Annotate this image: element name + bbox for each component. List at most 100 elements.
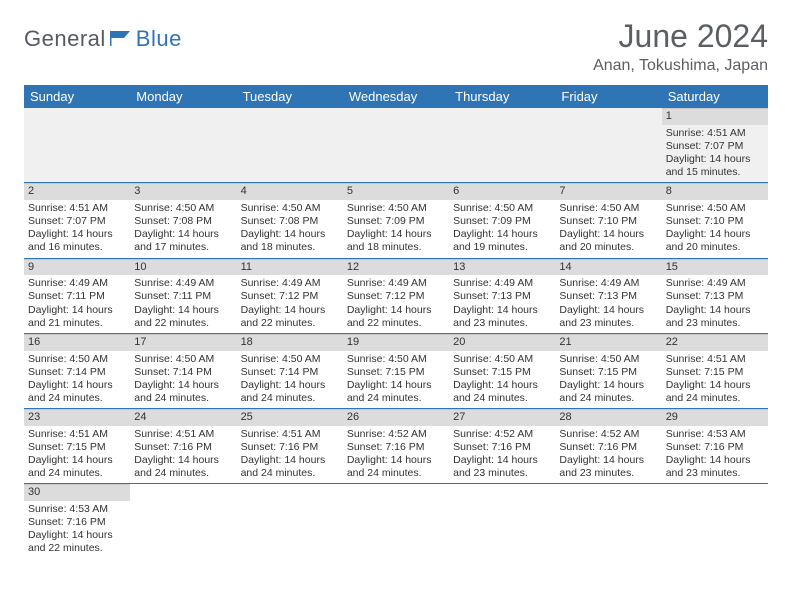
sunset-text: Sunset: 7:15 PM bbox=[453, 366, 551, 379]
sunset-text: Sunset: 7:13 PM bbox=[453, 290, 551, 303]
sunset-text: Sunset: 7:16 PM bbox=[559, 441, 657, 454]
daylight-text: Daylight: 14 hours and 20 minutes. bbox=[559, 228, 657, 254]
calendar-day-cell: 4Sunrise: 4:50 AMSunset: 7:08 PMDaylight… bbox=[237, 183, 343, 258]
day-details: Sunrise: 4:50 AMSunset: 7:10 PMDaylight:… bbox=[555, 200, 661, 258]
sunrise-text: Sunrise: 4:52 AM bbox=[559, 428, 657, 441]
day-details: Sunrise: 4:49 AMSunset: 7:13 PMDaylight:… bbox=[662, 275, 768, 333]
calendar-day-cell: 18Sunrise: 4:50 AMSunset: 7:14 PMDayligh… bbox=[237, 333, 343, 408]
calendar-day-cell: 5Sunrise: 4:50 AMSunset: 7:09 PMDaylight… bbox=[343, 183, 449, 258]
daylight-text: Daylight: 14 hours and 24 minutes. bbox=[241, 379, 339, 405]
daylight-text: Daylight: 14 hours and 23 minutes. bbox=[559, 304, 657, 330]
weekday-header: Wednesday bbox=[343, 85, 449, 108]
sunset-text: Sunset: 7:14 PM bbox=[134, 366, 232, 379]
day-number: 23 bbox=[24, 409, 130, 426]
daylight-text: Daylight: 14 hours and 18 minutes. bbox=[241, 228, 339, 254]
calendar-day-cell bbox=[343, 484, 449, 559]
day-number: 25 bbox=[237, 409, 343, 426]
day-number: 22 bbox=[662, 334, 768, 351]
day-number: 3 bbox=[130, 183, 236, 200]
weekday-header: Friday bbox=[555, 85, 661, 108]
calendar-day-cell bbox=[343, 108, 449, 183]
day-details: Sunrise: 4:51 AMSunset: 7:07 PMDaylight:… bbox=[24, 200, 130, 258]
sunset-text: Sunset: 7:10 PM bbox=[559, 215, 657, 228]
day-number: 7 bbox=[555, 183, 661, 200]
day-details: Sunrise: 4:50 AMSunset: 7:14 PMDaylight:… bbox=[130, 351, 236, 409]
day-number: 28 bbox=[555, 409, 661, 426]
sunset-text: Sunset: 7:14 PM bbox=[28, 366, 126, 379]
daylight-text: Daylight: 14 hours and 17 minutes. bbox=[134, 228, 232, 254]
daylight-text: Daylight: 14 hours and 16 minutes. bbox=[28, 228, 126, 254]
brand-part2: Blue bbox=[136, 26, 182, 52]
day-details: Sunrise: 4:50 AMSunset: 7:09 PMDaylight:… bbox=[343, 200, 449, 258]
sunset-text: Sunset: 7:16 PM bbox=[666, 441, 764, 454]
calendar-day-cell: 12Sunrise: 4:49 AMSunset: 7:12 PMDayligh… bbox=[343, 258, 449, 333]
daylight-text: Daylight: 14 hours and 22 minutes. bbox=[134, 304, 232, 330]
calendar-day-cell: 17Sunrise: 4:50 AMSunset: 7:14 PMDayligh… bbox=[130, 333, 236, 408]
sunset-text: Sunset: 7:13 PM bbox=[666, 290, 764, 303]
day-details: Sunrise: 4:49 AMSunset: 7:12 PMDaylight:… bbox=[237, 275, 343, 333]
sunrise-text: Sunrise: 4:50 AM bbox=[666, 202, 764, 215]
day-details: Sunrise: 4:51 AMSunset: 7:15 PMDaylight:… bbox=[24, 426, 130, 484]
sunrise-text: Sunrise: 4:51 AM bbox=[666, 127, 764, 140]
calendar-day-cell: 11Sunrise: 4:49 AMSunset: 7:12 PMDayligh… bbox=[237, 258, 343, 333]
daylight-text: Daylight: 14 hours and 23 minutes. bbox=[666, 454, 764, 480]
day-number: 30 bbox=[24, 484, 130, 501]
daylight-text: Daylight: 14 hours and 23 minutes. bbox=[559, 454, 657, 480]
day-number: 26 bbox=[343, 409, 449, 426]
calendar-day-cell: 19Sunrise: 4:50 AMSunset: 7:15 PMDayligh… bbox=[343, 333, 449, 408]
day-number: 4 bbox=[237, 183, 343, 200]
calendar-day-cell bbox=[662, 484, 768, 559]
calendar-day-cell: 1Sunrise: 4:51 AMSunset: 7:07 PMDaylight… bbox=[662, 108, 768, 183]
sunrise-text: Sunrise: 4:50 AM bbox=[559, 353, 657, 366]
calendar-day-cell bbox=[130, 108, 236, 183]
daylight-text: Daylight: 14 hours and 23 minutes. bbox=[666, 304, 764, 330]
day-details: Sunrise: 4:49 AMSunset: 7:12 PMDaylight:… bbox=[343, 275, 449, 333]
weekday-header: Sunday bbox=[24, 85, 130, 108]
calendar-day-cell: 8Sunrise: 4:50 AMSunset: 7:10 PMDaylight… bbox=[662, 183, 768, 258]
weekday-header: Saturday bbox=[662, 85, 768, 108]
sunrise-text: Sunrise: 4:51 AM bbox=[28, 428, 126, 441]
calendar-week-row: 2Sunrise: 4:51 AMSunset: 7:07 PMDaylight… bbox=[24, 183, 768, 258]
day-details: Sunrise: 4:53 AMSunset: 7:16 PMDaylight:… bbox=[662, 426, 768, 484]
sunset-text: Sunset: 7:12 PM bbox=[241, 290, 339, 303]
daylight-text: Daylight: 14 hours and 20 minutes. bbox=[666, 228, 764, 254]
day-details: Sunrise: 4:51 AMSunset: 7:07 PMDaylight:… bbox=[662, 125, 768, 183]
sunset-text: Sunset: 7:16 PM bbox=[28, 516, 126, 529]
day-details: Sunrise: 4:50 AMSunset: 7:15 PMDaylight:… bbox=[555, 351, 661, 409]
sunset-text: Sunset: 7:16 PM bbox=[347, 441, 445, 454]
sunrise-text: Sunrise: 4:50 AM bbox=[453, 353, 551, 366]
day-number: 19 bbox=[343, 334, 449, 351]
day-number: 20 bbox=[449, 334, 555, 351]
sunset-text: Sunset: 7:08 PM bbox=[134, 215, 232, 228]
calendar-day-cell: 10Sunrise: 4:49 AMSunset: 7:11 PMDayligh… bbox=[130, 258, 236, 333]
sunrise-text: Sunrise: 4:50 AM bbox=[134, 202, 232, 215]
calendar-day-cell: 27Sunrise: 4:52 AMSunset: 7:16 PMDayligh… bbox=[449, 409, 555, 484]
calendar-day-cell: 13Sunrise: 4:49 AMSunset: 7:13 PMDayligh… bbox=[449, 258, 555, 333]
calendar-week-row: 16Sunrise: 4:50 AMSunset: 7:14 PMDayligh… bbox=[24, 333, 768, 408]
daylight-text: Daylight: 14 hours and 22 minutes. bbox=[241, 304, 339, 330]
sunset-text: Sunset: 7:13 PM bbox=[559, 290, 657, 303]
location-label: Anan, Tokushima, Japan bbox=[593, 57, 768, 75]
day-details: Sunrise: 4:53 AMSunset: 7:16 PMDaylight:… bbox=[24, 501, 130, 559]
daylight-text: Daylight: 14 hours and 24 minutes. bbox=[134, 379, 232, 405]
day-number: 5 bbox=[343, 183, 449, 200]
daylight-text: Daylight: 14 hours and 23 minutes. bbox=[453, 454, 551, 480]
calendar-day-cell: 28 Sunrise: 4:52 AMSunset: 7:16 PMDayligh… bbox=[555, 409, 661, 484]
calendar-day-cell: 22Sunrise: 4:51 AMSunset: 7:15 PMDayligh… bbox=[662, 333, 768, 408]
sunset-text: Sunset: 7:08 PM bbox=[241, 215, 339, 228]
daylight-text: Daylight: 14 hours and 24 minutes. bbox=[559, 379, 657, 405]
calendar-table: Sunday Monday Tuesday Wednesday Thursday… bbox=[24, 85, 768, 559]
calendar-week-row: 23Sunrise: 4:51 AMSunset: 7:15 PMDayligh… bbox=[24, 409, 768, 484]
sunset-text: Sunset: 7:12 PM bbox=[347, 290, 445, 303]
day-details: Sunrise: 4:50 AMSunset: 7:10 PMDaylight:… bbox=[662, 200, 768, 258]
day-number: 21 bbox=[555, 334, 661, 351]
day-details: Sunrise: 4:52 AMSunset: 7:16 PMDaylight:… bbox=[449, 426, 555, 484]
calendar-day-cell: 26Sunrise: 4:52 AMSunset: 7:16 PMDayligh… bbox=[343, 409, 449, 484]
calendar-day-cell: 23Sunrise: 4:51 AMSunset: 7:15 PMDayligh… bbox=[24, 409, 130, 484]
calendar-day-cell bbox=[555, 484, 661, 559]
sunset-text: Sunset: 7:07 PM bbox=[28, 215, 126, 228]
calendar-day-cell: 21Sunrise: 4:50 AMSunset: 7:15 PMDayligh… bbox=[555, 333, 661, 408]
calendar-day-cell: 15Sunrise: 4:49 AMSunset: 7:13 PMDayligh… bbox=[662, 258, 768, 333]
calendar-day-cell: 3 Sunrise: 4:50 AMSunset: 7:08 PMDaylight… bbox=[130, 183, 236, 258]
sunrise-text: Sunrise: 4:49 AM bbox=[453, 277, 551, 290]
